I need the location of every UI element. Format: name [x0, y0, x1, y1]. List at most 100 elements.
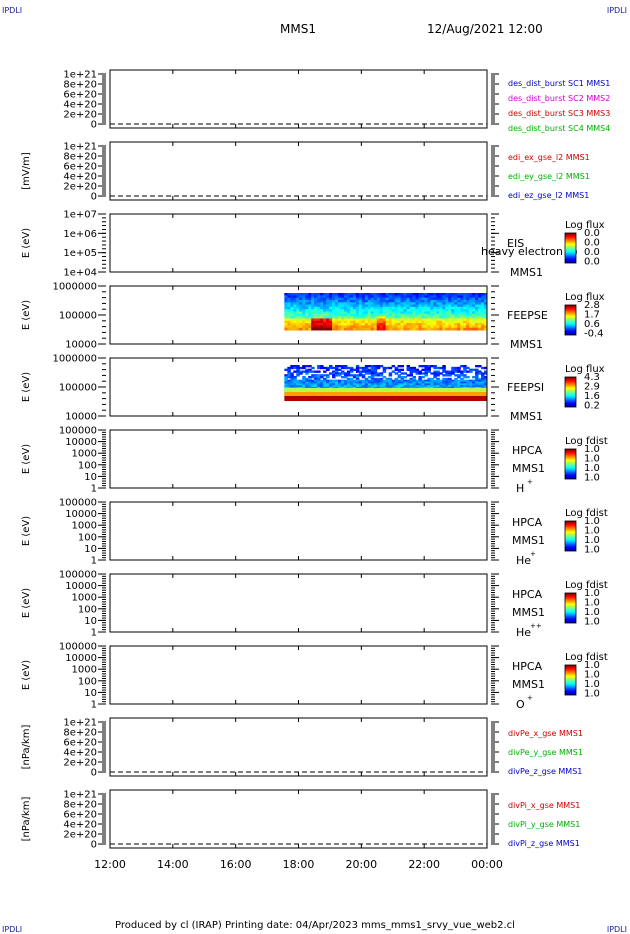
hpca_h-ytick-label: 10000 [65, 437, 97, 448]
edi-ytick-label: 4e+20 [63, 172, 97, 183]
divpi-legend-entry: divPi_y_gse MMS1 [508, 820, 580, 829]
hpca_o-ytick-label: 100 [78, 676, 97, 687]
hpca_h-colorbar [564, 448, 577, 480]
des-ytick-label: 8e+20 [63, 80, 97, 91]
footer-credit: Produced by cl (IRAP) Printing date: 04/… [115, 920, 515, 931]
hpca_o-colorbar-tick: 1.0 [584, 689, 600, 700]
hpca_o-frame [109, 645, 488, 705]
edi-ylabel: [mV/m] [21, 152, 32, 190]
panel-feepse: 1000000 100000 10000 E (eV) FEEPSE MMS1 Log fl… [21, 282, 605, 352]
panel-eis: 1e+07 1e+06 1e+05 1e+04 E (eV) EIS MMS1 heavy e… [21, 210, 605, 280]
des-legend-entry: des_dist_burst SC1 MMS1 [508, 79, 610, 88]
feepsi-colorbar-tick: 0.2 [584, 401, 600, 412]
hpca_o-ytick-label: 1 [91, 700, 97, 711]
time-axis-label: 00:00 [471, 858, 503, 871]
des-ytick-label: 1e+21 [63, 70, 97, 81]
hpca_he2-colorbar-tick: 1.0 [584, 588, 600, 599]
eis-instrument-label: EIS [507, 237, 524, 250]
hpca_he2-colorbar [564, 592, 577, 624]
hpca_he1-frame [109, 501, 488, 561]
spacecraft-title: MMS1 [280, 22, 316, 36]
eis-colorbar-tick: 0.0 [584, 247, 600, 258]
feepsi-colorbar-tick: 1.6 [584, 391, 600, 402]
feepse-spectrogram [284, 293, 488, 331]
hpca_o-colorbar [564, 664, 577, 696]
feepsi-colorbar [564, 376, 577, 408]
eis-colorbar-tick: 0.0 [584, 257, 600, 268]
hpca_he2-colorbar-tick: 1.0 [584, 617, 600, 628]
feepse-instrument-label: FEEPSE [507, 309, 548, 322]
hpca_he2-instrument-label: HPCA [512, 588, 543, 601]
feepsi-colorbar-tick: 4.3 [584, 372, 600, 383]
corner-mark-bottom-right: IPDLI [606, 925, 627, 934]
des-legend-entry: des_dist_burst SC2 MMS2 [508, 94, 610, 103]
hpca_h-colorbar-tick: 1.0 [584, 444, 600, 455]
hpca_he2-colorbar-tick: 1.0 [584, 607, 600, 618]
datetime-title: 12/Aug/2021 12:00 [427, 22, 543, 36]
feepsi-colorbar-tick: 2.9 [584, 382, 600, 393]
divpi-ytick-label: 2e+20 [63, 830, 97, 841]
divpe-ytick-label: 2e+20 [63, 758, 97, 769]
divpi-ytick-label: 4e+20 [63, 820, 97, 831]
divpe-ytick-label: 1e+21 [63, 718, 97, 729]
hpca_h-ion-label: H [516, 482, 524, 495]
hpca_he2-ytick-label: 100 [78, 604, 97, 615]
des-legend-entry: des_dist_burst SC4 MMS4 [508, 124, 610, 133]
hpca_h-colorbar-tick: 1.0 [584, 473, 600, 484]
divpi-legend-entry: divPi_x_gse MMS1 [508, 801, 580, 810]
divpe-legend-entry: divPe_z_gse MMS1 [508, 767, 582, 776]
eis-colorbar-tick: 0.0 [584, 228, 600, 239]
hpca_o-colorbar-tick: 1.0 [584, 660, 600, 671]
feepse-ytick-label: 100000 [59, 311, 97, 322]
edi-ytick-label: 1e+21 [63, 142, 97, 153]
edi-ytick-label: 6e+20 [63, 162, 97, 173]
hpca_he1-colorbar [564, 520, 577, 552]
feepsi-ytick-label: 1000000 [52, 354, 97, 365]
hpca_h-ytick-label: 100 [78, 460, 97, 471]
feepse-ylabel: E (eV) [21, 300, 32, 330]
feepse-colorbar-tick: 0.6 [584, 319, 600, 330]
hpca_he1-spacecraft-label: MMS1 [512, 534, 545, 547]
hpca_o-ytick-label: 10 [84, 688, 97, 699]
divpe-ytick-label: 4e+20 [63, 748, 97, 759]
hpca_he1-colorbar-title: Log fdist [565, 508, 608, 519]
hpca_he2-ytick-label: 10 [84, 616, 97, 627]
hpca_he2-frame [109, 573, 488, 633]
feepsi-ylabel: E (eV) [21, 372, 32, 402]
hpca_he2-ion-label: He [516, 626, 531, 639]
eis-ytick-label: 1e+04 [63, 268, 97, 279]
des-legend-entry: des_dist_burst SC3 MMS3 [508, 109, 610, 118]
feepse-colorbar-tick: 2.8 [584, 300, 600, 311]
hpca_h-ytick-label: 100000 [59, 426, 97, 437]
hpca_o-spacecraft-label: MMS1 [512, 678, 545, 691]
edi-legend-entry: edi_ez_gse_l2 MMS1 [508, 191, 589, 200]
hpca_h-ytick-label: 1000 [72, 449, 97, 460]
corner-mark-top-right: IPDLI [606, 6, 627, 15]
edi-ytick-label: 2e+20 [63, 182, 97, 193]
corner-mark-bottom-left: IPDLI [2, 925, 23, 934]
hpca_o-colorbar-tick: 1.0 [584, 679, 600, 690]
hpca_he1-colorbar-tick: 1.0 [584, 516, 600, 527]
hpca_he1-ytick-label: 1000 [72, 521, 97, 532]
time-axis-label: 18:00 [283, 858, 315, 871]
divpe-ytick-label: 0 [91, 768, 97, 779]
hpca_h-ytick-label: 10 [84, 472, 97, 483]
time-axis-label: 12:00 [94, 858, 126, 871]
hpca_he2-ytick-label: 1 [91, 628, 97, 639]
hpca_he2-ytick-label: 1000 [72, 593, 97, 604]
des-frame [109, 69, 488, 129]
eis-ytick-label: 1e+06 [63, 229, 97, 240]
hpca_h-ytick-label: 1 [91, 484, 97, 495]
hpca_he2-ytick-label: 10000 [65, 581, 97, 592]
panel-feepsi: 1000000 100000 10000 E (eV) FEEPSI MMS1 Log fl… [21, 354, 605, 424]
hpca_he1-ion-charge: + [530, 550, 536, 558]
feepse-ytick-label: 10000 [65, 340, 97, 351]
hpca_h-frame [109, 429, 488, 489]
hpca_he1-instrument-label: HPCA [512, 516, 543, 529]
hpca_he1-ion-label: He [516, 554, 531, 567]
hpca_he1-ytick-label: 100000 [59, 498, 97, 509]
hpca_o-ion-charge: + [527, 694, 533, 702]
